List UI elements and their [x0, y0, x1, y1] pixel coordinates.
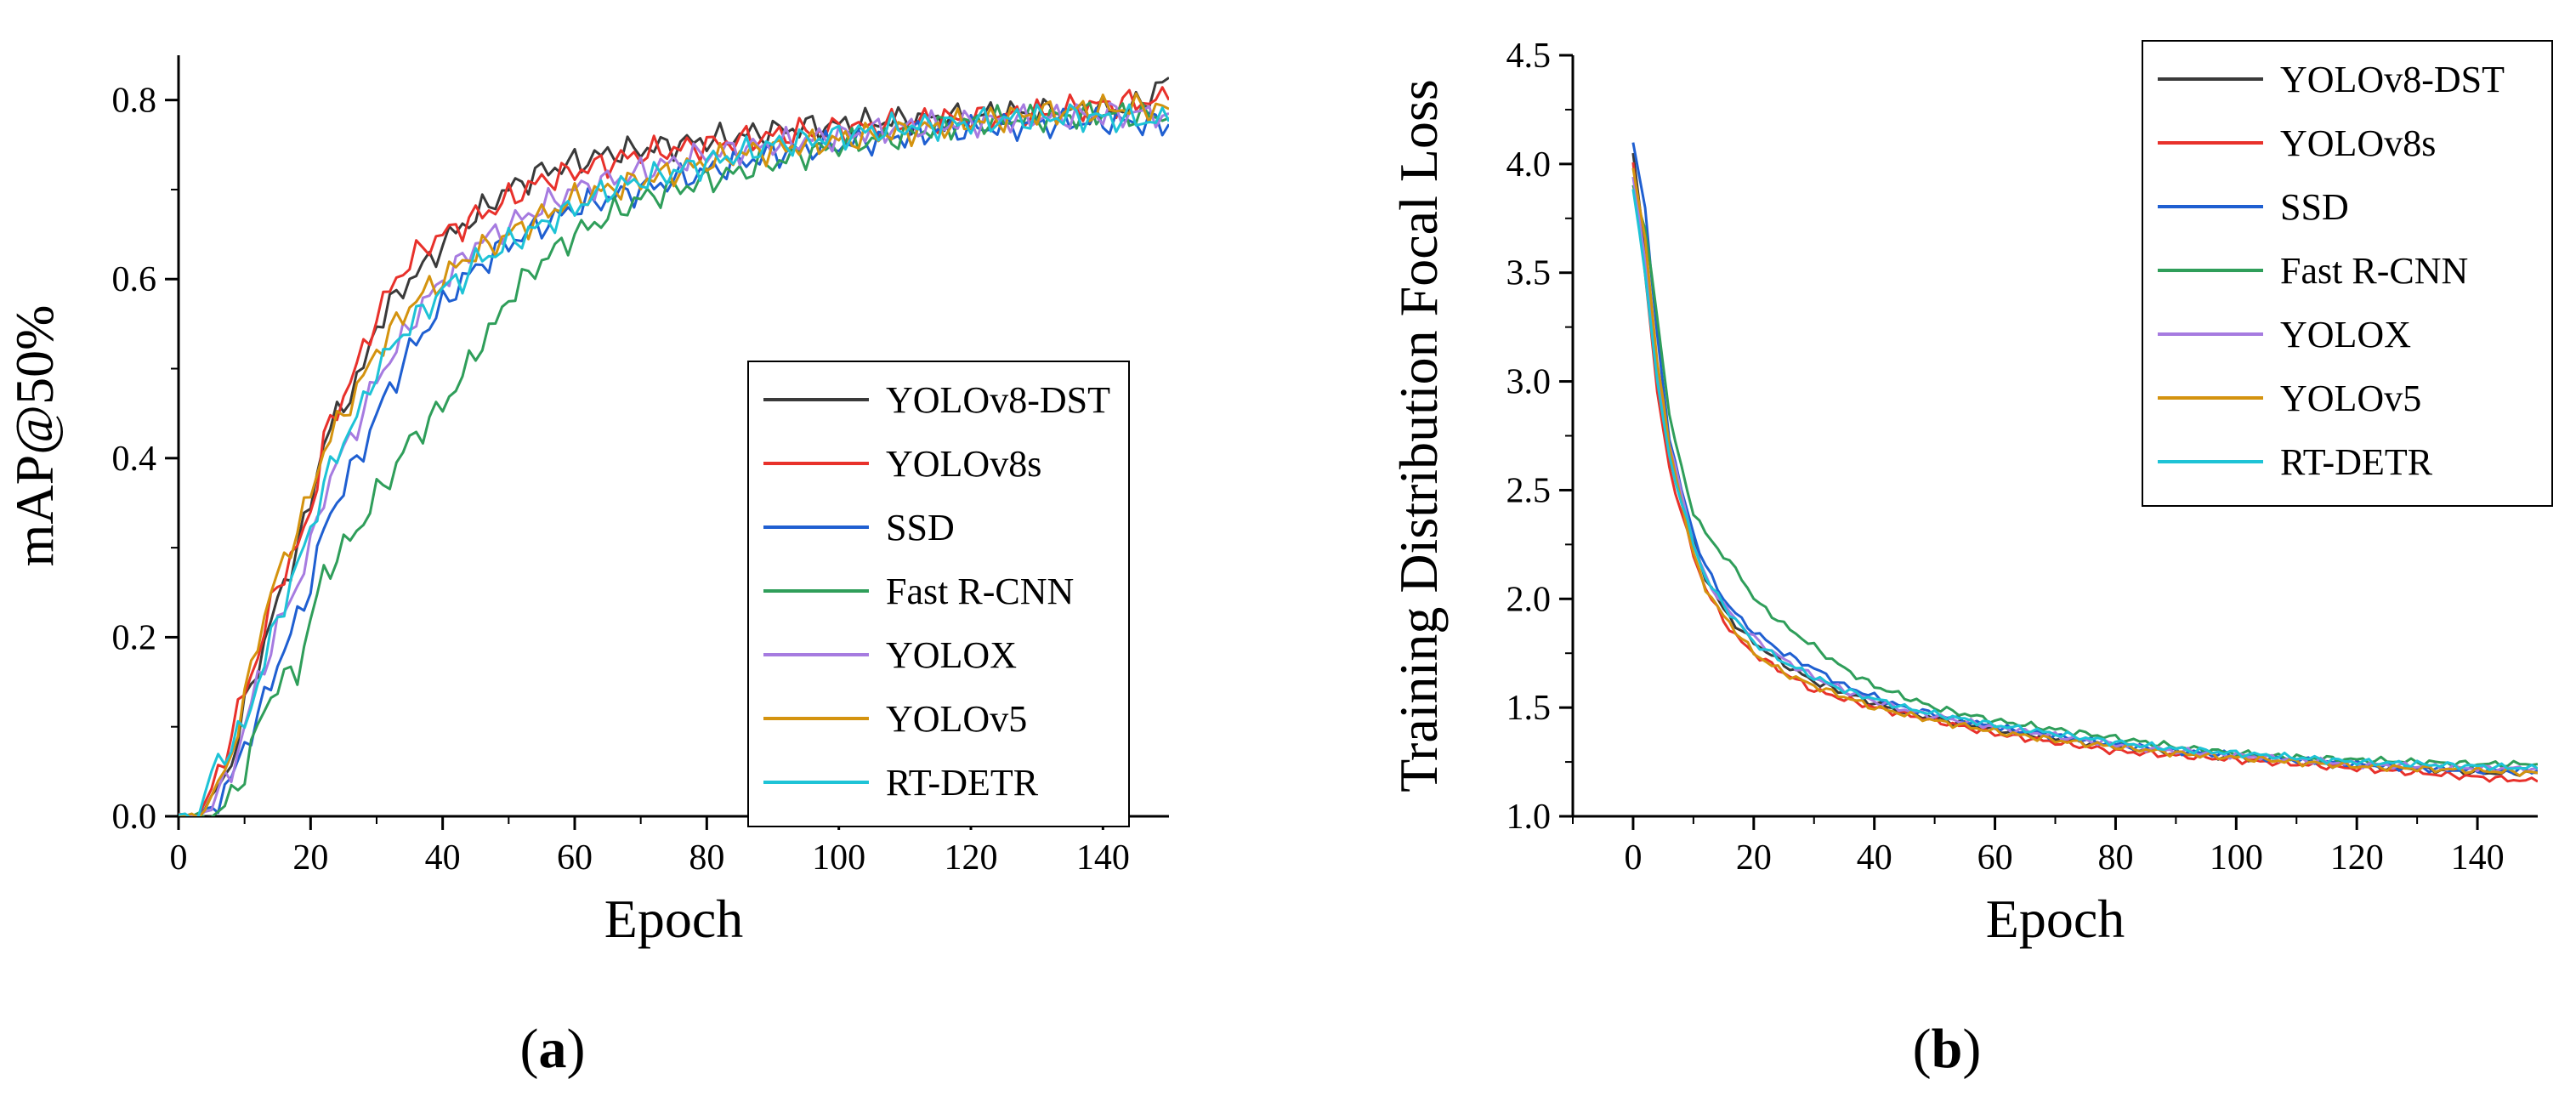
- series-line-rt-detr: [179, 103, 1169, 816]
- x-tick-label: 0: [1624, 838, 1642, 878]
- axes: 0 20 40 60 80 100 120 140 0.0 0.2 0.4 0.6 0.8: [112, 55, 1169, 878]
- y-tick-label: 0.8: [112, 82, 157, 121]
- y-tick-label: 0.4: [112, 440, 157, 479]
- legend-label: YOLOv8-DST: [2280, 59, 2505, 100]
- legend-box: [2142, 40, 2553, 507]
- x-tick-label: 40: [425, 838, 461, 878]
- axes: 0 20 40 60 80 100 120 140 1.0 1.5 2.0 2.5 3.0 3.5 4.0 4…: [1506, 37, 2538, 878]
- series-line-yolov5: [179, 92, 1169, 816]
- y-tick-label: 2.0: [1506, 580, 1552, 619]
- x-tick-label: 100: [2210, 838, 2263, 878]
- legend-label: SSD: [886, 507, 955, 548]
- x-tick-label: 100: [812, 838, 865, 878]
- panel-label: (b): [1913, 1018, 1982, 1080]
- panel-label-letter: b: [1932, 1018, 1963, 1080]
- series-group: [1631, 142, 2538, 783]
- x-tick-label: 20: [1736, 838, 1772, 878]
- legend-label: YOLOv8s: [2280, 122, 2436, 164]
- x-axis-title: Epoch: [604, 889, 744, 949]
- legend-label: Fast R-CNN: [2280, 250, 2468, 292]
- panel-label-open: (: [1913, 1018, 1932, 1080]
- y-tick-label: 1.0: [1506, 798, 1552, 837]
- x-tick-label: 140: [1076, 838, 1130, 878]
- legend-box: [747, 361, 1130, 827]
- y-tick-label: 3.5: [1506, 254, 1552, 293]
- y-tick-label: 0.6: [112, 260, 157, 299]
- y-tick-label: 0.2: [112, 618, 157, 657]
- x-tick-label: 120: [945, 838, 998, 878]
- series-line-ssd: [179, 106, 1169, 816]
- x-tick-label: 80: [689, 838, 724, 878]
- panel-label-open: (: [520, 1018, 539, 1080]
- panel-label: (a): [520, 1018, 586, 1080]
- legend-label: SSD: [2280, 186, 2349, 228]
- panel-label-close: ): [1962, 1018, 1981, 1080]
- legend-label: YOLOX: [886, 634, 1017, 676]
- x-axis-title: Epoch: [1986, 889, 2125, 949]
- panel-b: 0 20 40 60 80 100 120 140 1.0 1.5 2.0 2.5 3.0 3.5 4.0 4…: [1388, 37, 2553, 1080]
- legend-label: YOLOv5: [886, 698, 1027, 740]
- y-axis-title: mAP@50%: [4, 305, 65, 567]
- series-group: [179, 77, 1169, 816]
- x-tick-label: 20: [292, 838, 328, 878]
- y-tick-label: 2.5: [1506, 471, 1552, 510]
- x-tick-label: 0: [170, 838, 188, 878]
- y-tick-label: 1.5: [1506, 689, 1552, 728]
- series-line-rt-detr: [1631, 189, 2538, 771]
- legend-label: YOLOv5: [2280, 378, 2421, 419]
- y-tick-label: 4.5: [1506, 37, 1552, 76]
- y-tick-label: 0.0: [112, 798, 157, 837]
- x-tick-label: 80: [2097, 838, 2133, 878]
- x-tick-label: 120: [2330, 838, 2384, 878]
- legend: YOLOv8-DST YOLOv8s SSD Fast R-CNN YOLOX YOLOv…: [2142, 40, 2553, 507]
- legend-label: YOLOv8s: [886, 443, 1041, 485]
- y-axis-title: Training Distribution Focal Loss: [1388, 79, 1449, 792]
- x-tick-label: 140: [2451, 838, 2505, 878]
- x-tick-label: 60: [1977, 838, 2013, 878]
- y-tick-label: 3.0: [1506, 363, 1552, 402]
- legend-label: YOLOX: [2280, 314, 2411, 355]
- panel-label-close: ): [567, 1018, 586, 1080]
- legend-label: YOLOv8-DST: [886, 379, 1110, 421]
- x-tick-label: 40: [1857, 838, 1892, 878]
- legend-label: RT-DETR: [886, 762, 1039, 804]
- legend-label: Fast R-CNN: [886, 571, 1074, 612]
- panel-a: 0 20 40 60 80 100 120 140 0.0 0.2 0.4 0.6 0.8 Epoch mA…: [4, 55, 1169, 1080]
- y-tick-label: 4.0: [1506, 145, 1552, 185]
- legend: YOLOv8-DST YOLOv8s SSD Fast R-CNN YOLOX YOLOv…: [747, 361, 1130, 827]
- panel-label-letter: a: [539, 1018, 567, 1080]
- series-line-yolov5: [1631, 168, 2538, 777]
- legend-label: RT-DETR: [2280, 441, 2433, 483]
- x-tick-label: 60: [557, 838, 593, 878]
